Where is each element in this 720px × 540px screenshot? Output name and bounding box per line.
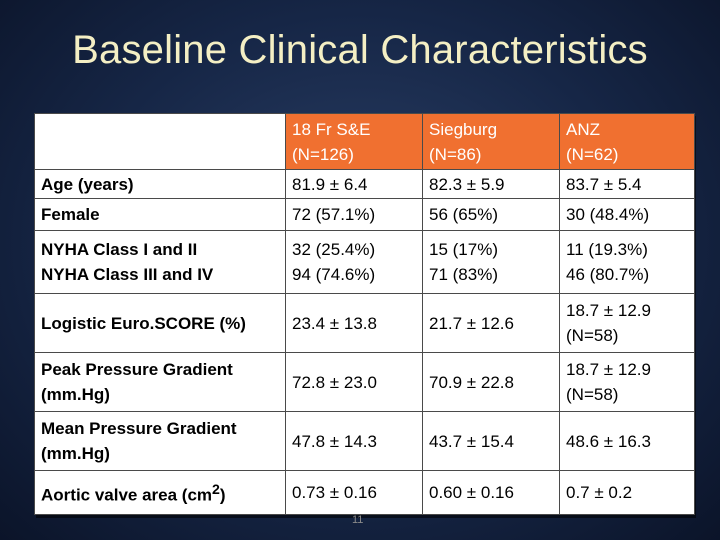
cell-age-anz: 83.7 ± 5.4 [559,169,695,199]
row-label-peak-gradient-line2: (mm.Hg) [41,385,110,404]
header-anz: ANZ (N=62) [559,113,695,170]
cell-nyha-18fr-3-4: 94 (74.6%) [292,265,376,284]
ava-label-main: Aortic valve area (cm [41,485,213,505]
cell-nyha-anz-3-4: 46 (80.7%) [566,265,650,284]
row-label-euroscore: Logistic Euro.SCORE (%) [34,293,286,353]
page-number: 11 [352,514,364,526]
cell-female-siegburg: 56 (65%) [422,198,560,231]
cell-age-18fr: 81.9 ± 6.4 [285,169,423,199]
header-siegburg-n: (N=86) [429,144,482,164]
header-siegburg-name: Siegburg [429,119,498,139]
header-18fr-se: 18 Fr S&E (N=126) [285,113,423,170]
cell-ava-siegburg: 0.60 ± 0.16 [422,470,560,515]
cell-euroscore-anz-n: (N=58) [566,326,619,345]
table-row-age: Age (years) 81.9 ± 6.4 82.3 ± 5.9 83.7 ±… [34,169,695,199]
cell-female-18fr: 72 (57.1%) [285,198,423,231]
cell-euroscore-18fr: 23.4 ± 13.8 [285,293,423,353]
row-label-mean-gradient-line2: (mm.Hg) [41,444,110,463]
cell-euroscore-anz: 18.7 ± 12.9 (N=58) [559,293,695,353]
cell-nyha-anz: 11 (19.3%) 46 (80.7%) [559,230,695,294]
cell-peak-anz-n: (N=58) [566,385,619,404]
table-row-aortic-valve-area: Aortic valve area (cm2) 0.73 ± 0.16 0.60… [34,470,695,515]
slide-title: Baseline Clinical Characteristics [72,28,648,72]
row-label-female: Female [34,198,286,231]
cell-peak-18fr: 72.8 ± 23.0 [285,352,423,412]
cell-euroscore-anz-value: 18.7 ± 12.9 [566,301,651,320]
cell-mean-siegburg: 43.7 ± 15.4 [422,411,560,471]
cell-peak-anz-value: 18.7 ± 12.9 [566,360,651,379]
cell-mean-anz: 48.6 ± 16.3 [559,411,695,471]
cell-nyha-siegburg-1-2: 15 (17%) [429,240,498,259]
table-row-nyha: NYHA Class I and II NYHA Class III and I… [34,230,695,294]
header-anz-n: (N=62) [566,144,619,164]
cell-ava-anz: 0.7 ± 0.2 [559,470,695,515]
row-label-peak-gradient-line1: Peak Pressure Gradient [41,360,233,379]
header-18fr-se-name: 18 Fr S&E [292,119,371,139]
row-label-age: Age (years) [34,169,286,199]
cell-peak-siegburg: 70.9 ± 22.8 [422,352,560,412]
cell-nyha-siegburg: 15 (17%) 71 (83%) [422,230,560,294]
cell-mean-18fr: 47.8 ± 14.3 [285,411,423,471]
cell-peak-anz: 18.7 ± 12.9 (N=58) [559,352,695,412]
header-anz-name: ANZ [566,119,600,139]
row-label-nyha-1-2: NYHA Class I and II [41,240,198,259]
row-label-nyha-3-4: NYHA Class III and IV [41,265,214,284]
row-label-mean-gradient-line1: Mean Pressure Gradient [41,419,237,438]
header-18fr-se-n: (N=126) [292,144,354,164]
cell-nyha-siegburg-3-4: 71 (83%) [429,265,498,284]
cell-ava-18fr: 0.73 ± 0.16 [285,470,423,515]
cell-euroscore-siegburg: 21.7 ± 12.6 [422,293,560,353]
header-row: 18 Fr S&E (N=126) Siegburg (N=86) ANZ (N… [34,113,695,170]
row-label-peak-gradient: Peak Pressure Gradient (mm.Hg) [34,352,286,412]
row-label-aortic-valve-area: Aortic valve area (cm2) [34,470,286,515]
cell-female-anz: 30 (48.4%) [559,198,695,231]
row-label-nyha: NYHA Class I and II NYHA Class III and I… [34,230,286,294]
table-row-female: Female 72 (57.1%) 56 (65%) 30 (48.4%) [34,198,695,231]
baseline-characteristics-table: 18 Fr S&E (N=126) Siegburg (N=86) ANZ (N… [34,113,695,515]
cell-nyha-anz-1-2: 11 (19.3%) [566,240,648,259]
table-row-euroscore: Logistic Euro.SCORE (%) 23.4 ± 13.8 21.7… [34,293,695,353]
header-siegburg: Siegburg (N=86) [422,113,560,170]
cell-nyha-18fr-1-2: 32 (25.4%) [292,240,376,259]
cell-nyha-18fr: 32 (25.4%) 94 (74.6%) [285,230,423,294]
table-row-peak-gradient: Peak Pressure Gradient (mm.Hg) 72.8 ± 23… [34,352,695,412]
ava-label-end: ) [219,485,226,505]
ava-label-sup: 2 [212,481,220,498]
table-row-mean-gradient: Mean Pressure Gradient (mm.Hg) 47.8 ± 14… [34,411,695,471]
header-corner-cell [34,113,286,170]
row-label-mean-gradient: Mean Pressure Gradient (mm.Hg) [34,411,286,471]
cell-age-siegburg: 82.3 ± 5.9 [422,169,560,199]
